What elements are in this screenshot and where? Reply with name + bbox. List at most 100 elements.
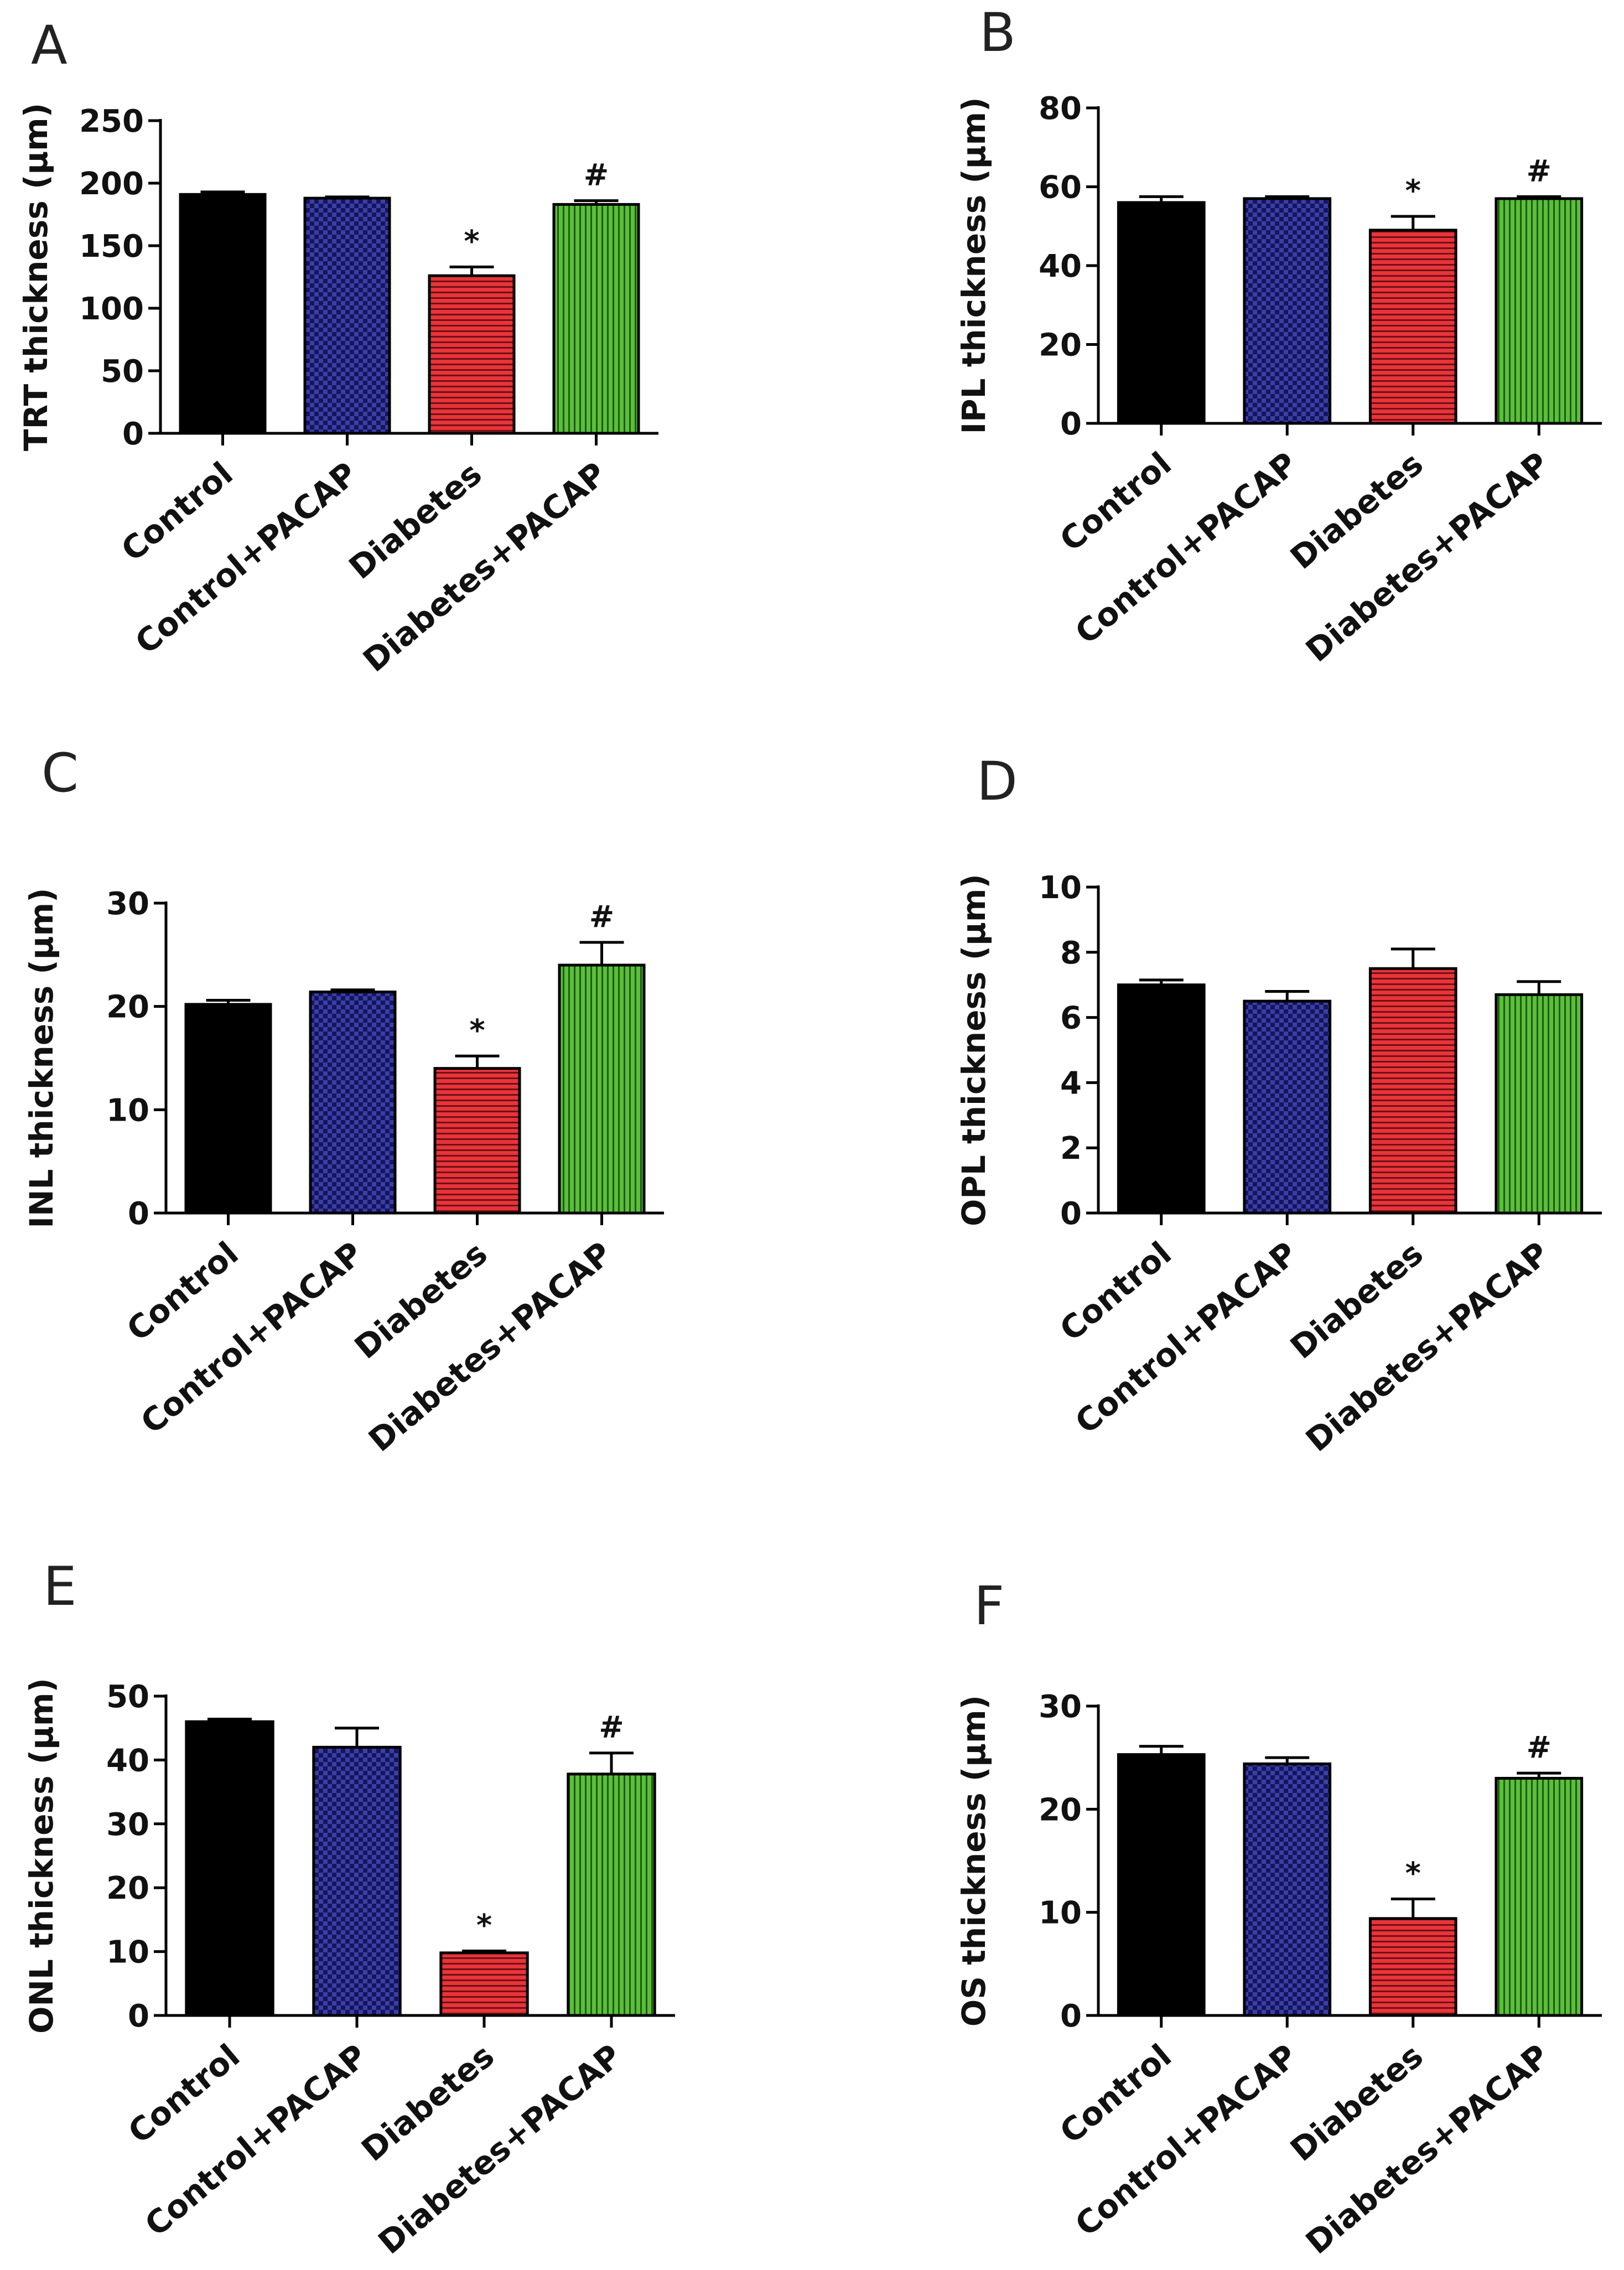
significance-mark: # xyxy=(584,158,609,193)
category-label: Diabetes+PACAP xyxy=(1299,445,1556,670)
bar-control xyxy=(184,1003,272,1215)
panel-letter: D xyxy=(977,750,1018,812)
bar-diabetes xyxy=(439,1951,529,2017)
category-label: Control+PACAP xyxy=(1068,445,1304,652)
bar-control-plus-pacap xyxy=(309,991,397,1215)
bar-control-plus-pacap xyxy=(312,1745,402,2017)
bar-control-plus-pacap xyxy=(1243,197,1332,425)
category-label: Control xyxy=(121,2037,247,2151)
bar-diabetes-plus-pacap xyxy=(552,203,640,435)
category-label: Control+PACAP xyxy=(138,2037,374,2244)
significance-mark: * xyxy=(1405,1856,1421,1890)
bar-control xyxy=(179,193,267,435)
y-tick-label: 80 xyxy=(1039,91,1082,127)
y-tick-label: 0 xyxy=(128,1998,149,2034)
category-label: Control xyxy=(1052,1235,1178,1349)
category-label: Control+PACAP xyxy=(128,455,364,662)
y-tick-label: 50 xyxy=(101,354,144,390)
bar-control xyxy=(1117,1753,1206,2017)
category-label: Control xyxy=(120,1235,245,1349)
y-axis-title: TRT thickness (μm) xyxy=(17,103,55,451)
significance-mark: # xyxy=(1527,1730,1552,1765)
y-tick-label: 8 xyxy=(1060,935,1082,971)
y-axis-title: OPL thickness (μm) xyxy=(955,874,993,1226)
category-label: Diabetes+PACAP xyxy=(361,1235,619,1459)
y-tick-label: 0 xyxy=(122,416,144,452)
category-label: Diabetes+PACAP xyxy=(1299,2037,1556,2262)
y-tick-label: 20 xyxy=(106,1870,149,1906)
y-tick-label: 20 xyxy=(1039,1792,1082,1828)
bar-control xyxy=(1117,201,1206,425)
bar-diabetes xyxy=(1368,229,1457,425)
significance-mark: # xyxy=(589,899,614,934)
y-tick-label: 20 xyxy=(106,989,149,1025)
panel-letter: C xyxy=(41,742,79,804)
category-label: Control xyxy=(1052,2037,1178,2151)
chart-panel-b: B 0 20 40 60 80 IPL thickness (μm) ControlContr… xyxy=(955,2,1602,669)
category-label: Diabetes+PACAP xyxy=(1299,1235,1556,1459)
y-axis-title: ONL thickness (μm) xyxy=(23,1678,60,2034)
chart-panel-d: D 0 2 4 6 8 10 OPL thickness (μm) ControlControl… xyxy=(955,750,1602,1459)
y-tick-label: 6 xyxy=(1060,1001,1082,1036)
category-label: Control+PACAP xyxy=(1068,1235,1304,1442)
significance-mark: * xyxy=(464,224,479,258)
y-tick-label: 0 xyxy=(128,1196,149,1232)
chart-panel-e: E 0 10 20 30 40 50 ONL thickness (μm) ControlCon… xyxy=(23,1556,675,2261)
y-tick-label: 0 xyxy=(1060,1196,1082,1232)
significance-mark: * xyxy=(469,1013,485,1048)
category-label: Control+PACAP xyxy=(133,1235,370,1442)
significance-mark: * xyxy=(476,1908,492,1942)
y-tick-label: 100 xyxy=(79,291,144,327)
bar-diabetes xyxy=(428,274,516,435)
bar-diabetes-plus-pacap xyxy=(567,1773,656,2017)
y-tick-label: 30 xyxy=(1039,1689,1082,1725)
significance-mark: # xyxy=(599,1710,624,1745)
bar-diabetes xyxy=(1368,967,1457,1215)
y-tick-label: 2 xyxy=(1060,1131,1082,1167)
category-label: Diabetes+PACAP xyxy=(371,2037,629,2262)
y-tick-label: 200 xyxy=(79,166,144,202)
y-tick-label: 30 xyxy=(106,886,149,922)
y-tick-label: 10 xyxy=(106,1935,149,1971)
panel-letter: A xyxy=(31,14,68,76)
y-tick-label: 20 xyxy=(1039,328,1082,364)
significance-mark: * xyxy=(1405,173,1421,208)
y-tick-label: 10 xyxy=(106,1092,149,1128)
y-axis-title: IPL thickness (μm) xyxy=(955,97,993,434)
bar-diabetes xyxy=(433,1067,521,1215)
y-tick-label: 250 xyxy=(79,103,144,139)
y-tick-label: 150 xyxy=(79,229,144,265)
y-tick-label: 30 xyxy=(106,1807,149,1843)
category-label: Control xyxy=(114,455,240,569)
category-label: Diabetes+PACAP xyxy=(356,455,613,680)
panel-letter: E xyxy=(43,1556,77,1618)
chart-panel-f: F 0 10 20 30 OS thickness (μm) ControlControl+… xyxy=(955,1575,1602,2261)
y-tick-label: 60 xyxy=(1039,170,1082,206)
bar-diabetes-plus-pacap xyxy=(1495,993,1584,1215)
bar-control xyxy=(1117,983,1206,1215)
y-tick-label: 4 xyxy=(1060,1065,1082,1101)
bar-control-plus-pacap xyxy=(1243,999,1332,1215)
chart-panel-c: C 0 10 20 30 INL thickness (μm) ControlControl… xyxy=(23,742,664,1459)
y-tick-label: 10 xyxy=(1039,1895,1082,1931)
category-label: Control+PACAP xyxy=(1068,2037,1304,2244)
y-tick-label: 10 xyxy=(1039,870,1082,906)
bar-diabetes-plus-pacap xyxy=(558,963,646,1215)
y-tick-label: 0 xyxy=(1060,1998,1082,2034)
significance-mark: # xyxy=(1527,153,1552,188)
bar-diabetes xyxy=(1368,1917,1457,2017)
y-tick-label: 40 xyxy=(1039,248,1082,284)
bar-diabetes-plus-pacap xyxy=(1495,1776,1584,2017)
bar-control-plus-pacap xyxy=(1243,1762,1332,2017)
bar-control-plus-pacap xyxy=(303,196,391,435)
bar-diabetes-plus-pacap xyxy=(1495,197,1584,425)
y-tick-label: 50 xyxy=(106,1679,149,1715)
category-label: Control xyxy=(1052,445,1178,559)
y-axis-title: OS thickness (μm) xyxy=(955,1695,993,2027)
y-tick-label: 0 xyxy=(1060,406,1082,442)
chart-panel-a: A 0 50 100 150 200 250 TRT thickness (μm) Contro… xyxy=(17,14,658,679)
y-tick-label: 40 xyxy=(106,1743,149,1779)
panel-letter: F xyxy=(974,1575,1004,1637)
bar-control xyxy=(185,1720,274,2017)
